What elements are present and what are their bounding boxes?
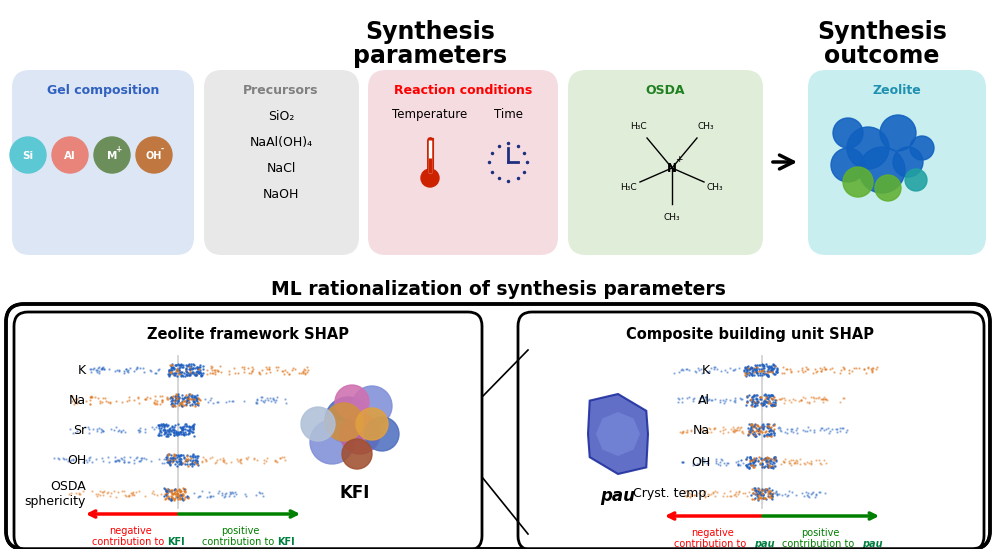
Circle shape: [301, 407, 335, 441]
Circle shape: [356, 408, 388, 440]
Circle shape: [52, 137, 88, 173]
Text: Precursors: Precursors: [243, 84, 319, 97]
Circle shape: [310, 420, 354, 464]
Text: K: K: [78, 363, 86, 377]
Text: SiO₂: SiO₂: [268, 110, 294, 123]
Circle shape: [325, 397, 371, 443]
Text: Temperature: Temperature: [392, 108, 468, 121]
Text: outcome: outcome: [825, 44, 939, 68]
Text: OSDA: OSDA: [50, 480, 86, 494]
Circle shape: [831, 148, 865, 182]
Text: Al: Al: [698, 394, 710, 406]
Circle shape: [893, 147, 923, 177]
Circle shape: [421, 169, 439, 187]
Text: NaCl: NaCl: [266, 162, 296, 175]
Text: -: -: [160, 144, 163, 154]
Text: Zeolite: Zeolite: [872, 84, 921, 97]
Text: H₃C: H₃C: [621, 183, 637, 192]
Circle shape: [94, 137, 130, 173]
FancyBboxPatch shape: [204, 70, 359, 255]
Text: M: M: [107, 151, 118, 161]
Circle shape: [335, 385, 369, 419]
Text: Si: Si: [23, 151, 34, 161]
Text: Composite building unit SHAP: Composite building unit SHAP: [626, 327, 874, 342]
Text: Zeolite framework SHAP: Zeolite framework SHAP: [147, 327, 349, 342]
Text: OSDA: OSDA: [645, 84, 684, 97]
Polygon shape: [588, 394, 648, 474]
Text: pau: pau: [862, 539, 882, 549]
Circle shape: [10, 137, 46, 173]
FancyBboxPatch shape: [368, 70, 558, 255]
Text: N: N: [667, 161, 677, 175]
Text: ML rationalization of synthesis parameters: ML rationalization of synthesis paramete…: [271, 280, 725, 299]
Text: Reaction conditions: Reaction conditions: [393, 84, 532, 97]
FancyBboxPatch shape: [14, 312, 482, 549]
FancyBboxPatch shape: [808, 70, 986, 255]
Text: K: K: [702, 363, 710, 377]
Text: positive: positive: [801, 528, 840, 538]
Text: contribution to: contribution to: [674, 539, 750, 549]
Text: sphericity: sphericity: [25, 495, 86, 507]
Circle shape: [833, 118, 863, 148]
FancyBboxPatch shape: [6, 304, 990, 549]
Text: Na: Na: [69, 394, 86, 406]
Text: negative: negative: [690, 528, 733, 538]
Circle shape: [340, 414, 380, 454]
Circle shape: [847, 127, 889, 169]
Circle shape: [325, 403, 363, 441]
Circle shape: [910, 136, 934, 160]
FancyBboxPatch shape: [12, 70, 194, 255]
Text: Cryst. temp.: Cryst. temp.: [632, 488, 710, 501]
Circle shape: [880, 115, 916, 151]
Text: pau: pau: [601, 487, 635, 505]
Circle shape: [342, 439, 372, 469]
Text: CH₃: CH₃: [707, 183, 723, 192]
Circle shape: [843, 167, 873, 197]
Text: CH₃: CH₃: [663, 213, 680, 222]
Text: KFI: KFI: [340, 484, 371, 502]
Circle shape: [136, 137, 172, 173]
Text: contribution to: contribution to: [782, 539, 858, 549]
Text: contribution to: contribution to: [93, 537, 167, 547]
Text: +: +: [675, 155, 682, 165]
Circle shape: [859, 147, 905, 193]
Circle shape: [352, 386, 392, 426]
Text: Synthesis: Synthesis: [817, 20, 947, 44]
Circle shape: [365, 417, 399, 451]
Text: Sr: Sr: [73, 423, 86, 436]
Text: OH: OH: [691, 456, 710, 468]
Text: contribution to: contribution to: [202, 537, 278, 547]
Text: Time: Time: [493, 108, 523, 121]
Text: NaAl(OH)₄: NaAl(OH)₄: [249, 136, 313, 149]
Text: positive: positive: [221, 526, 259, 536]
Text: Na: Na: [693, 423, 710, 436]
Text: Gel composition: Gel composition: [47, 84, 159, 97]
Text: KFI: KFI: [167, 537, 185, 547]
FancyBboxPatch shape: [518, 312, 984, 549]
Text: OH: OH: [67, 453, 86, 467]
Text: OH: OH: [145, 151, 162, 161]
Text: CH₃: CH₃: [697, 122, 714, 131]
FancyBboxPatch shape: [568, 70, 763, 255]
Circle shape: [875, 175, 901, 201]
Circle shape: [905, 169, 927, 191]
Text: parameters: parameters: [353, 44, 507, 68]
Polygon shape: [596, 412, 640, 456]
Text: H₃C: H₃C: [629, 122, 646, 131]
Text: +: +: [115, 144, 122, 154]
Text: Al: Al: [64, 151, 76, 161]
Text: NaOH: NaOH: [263, 188, 299, 201]
Text: pau: pau: [754, 539, 774, 549]
Text: Synthesis: Synthesis: [366, 20, 495, 44]
Text: negative: negative: [109, 526, 151, 536]
Text: KFI: KFI: [277, 537, 295, 547]
